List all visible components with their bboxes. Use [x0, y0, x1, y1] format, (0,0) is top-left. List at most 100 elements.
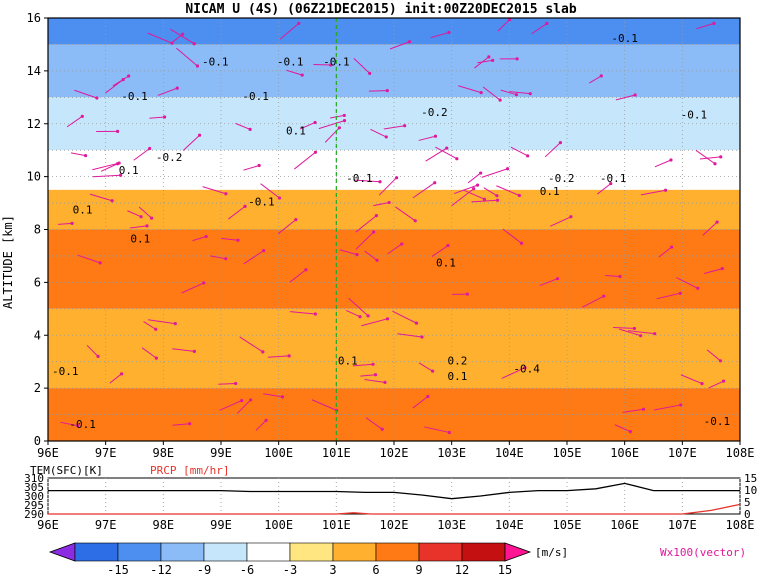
wind-vector [418, 135, 436, 141]
y-tick-label: 12 [27, 117, 41, 131]
wind-vector-head [515, 57, 519, 61]
wind-vector-head [491, 58, 495, 63]
wind-vector-head [569, 215, 573, 219]
wind-vector [92, 174, 121, 178]
contour-label: 0.1 [286, 124, 306, 137]
wind-vector [412, 182, 436, 199]
wind-vector [172, 348, 195, 352]
wind-vector-head [192, 349, 196, 353]
wind-vector-head [721, 379, 726, 383]
wind-vector [278, 219, 297, 235]
contour-label: 0.2 [447, 354, 467, 367]
wind-vector [613, 327, 635, 329]
wind-vector-head [117, 161, 121, 165]
contour-label: -0.2 [548, 172, 575, 185]
colorbar-swatch [117, 542, 162, 562]
x-tick-label: 103E [437, 446, 466, 460]
contour-label: 0.1 [119, 164, 139, 177]
wind-vector-head [433, 181, 437, 185]
colorbar-label: -3 [283, 563, 297, 575]
wind-vector-head [632, 326, 637, 331]
surface-y-left-label: 295 [24, 499, 44, 512]
wind-vector [614, 424, 631, 433]
wind-vector [192, 236, 207, 242]
x-tick-label: 107E [668, 446, 697, 460]
surface-x-tick-label: 100E [264, 518, 293, 532]
wind-vector [294, 151, 316, 170]
wind-vector [324, 127, 340, 143]
wind-vector [378, 177, 397, 196]
wind-vector-head [366, 314, 370, 318]
wind-vector [239, 336, 264, 353]
wind-vector-head [395, 176, 399, 180]
contour-label: 0.1 [447, 370, 467, 383]
wind-vector [370, 128, 387, 138]
contour-label: -0.1 [346, 172, 373, 185]
wind-vector-head [261, 350, 265, 354]
wind-vector-head [558, 140, 563, 145]
wind-vector-head [149, 216, 154, 220]
wind-vector-head [373, 373, 378, 377]
wind-vector-head [371, 362, 375, 366]
wind-vector-head [400, 242, 404, 246]
wind-vector [352, 363, 374, 367]
surface-x-tick-label: 98E [152, 518, 174, 532]
wind-vector-head [313, 120, 317, 125]
wind-vector [89, 193, 113, 202]
wind-vector [313, 63, 331, 66]
wind-vector [364, 379, 386, 383]
contour-label: -0.1 [202, 56, 229, 69]
wind-vector [289, 311, 316, 315]
wind-vector [387, 243, 403, 255]
wind-vector [392, 310, 417, 324]
wind-vector-head [119, 372, 124, 376]
wind-vector [640, 189, 666, 196]
wind-vector-head [479, 171, 483, 175]
contour-label: -0.2 [156, 151, 183, 164]
wind-vector [497, 19, 510, 32]
u-band-4 [48, 189, 740, 230]
vector-label: Wx100(vector) [660, 546, 746, 559]
wind-vector-head [599, 74, 603, 78]
wind-vector-head [426, 394, 430, 399]
wind-vector [133, 148, 150, 161]
wind-vector-head [83, 153, 88, 158]
wind-vector [453, 184, 478, 195]
wind-vector [706, 349, 721, 362]
wind-vector-head [528, 92, 532, 96]
wind-vector [353, 58, 371, 74]
wind-vector-head [76, 424, 80, 428]
wind-vector [397, 333, 423, 338]
wind-vector-head [145, 224, 149, 228]
wind-vector-head [545, 21, 549, 26]
wind-vector [255, 420, 267, 431]
wind-vector [267, 355, 290, 358]
wind-vector-head [304, 268, 308, 272]
wind-vector [656, 292, 681, 300]
wind-vector-head [526, 154, 530, 158]
wind-vector-head [173, 322, 177, 326]
wind-vector-head [127, 74, 131, 78]
wind-vector [360, 374, 376, 377]
colorbar-swatch [74, 542, 119, 562]
wind-vector-head [248, 127, 252, 131]
colorbar-label: 15 [498, 563, 512, 575]
wind-vector [141, 347, 157, 359]
wind-vector-head [514, 93, 519, 97]
y-axis-label: ALTITUDE [km] [1, 215, 15, 309]
wind-vector-head [80, 114, 84, 118]
wind-vector-head [447, 30, 451, 35]
wind-vector [619, 328, 641, 337]
wind-vector [531, 23, 548, 35]
wind-vector-head [249, 398, 253, 402]
contour-label: -0.1 [323, 56, 350, 69]
wind-vector-head [403, 124, 407, 128]
wind-vector-head [188, 422, 192, 426]
wind-vector [425, 147, 447, 162]
wind-vector-head [148, 146, 152, 151]
surface-x-tick-label: 108E [726, 518, 755, 532]
contour-label: 0.1 [73, 204, 93, 217]
colorbar-swatch [418, 542, 463, 562]
surface-frame [47, 477, 741, 515]
x-tick-label: 104E [495, 446, 524, 460]
